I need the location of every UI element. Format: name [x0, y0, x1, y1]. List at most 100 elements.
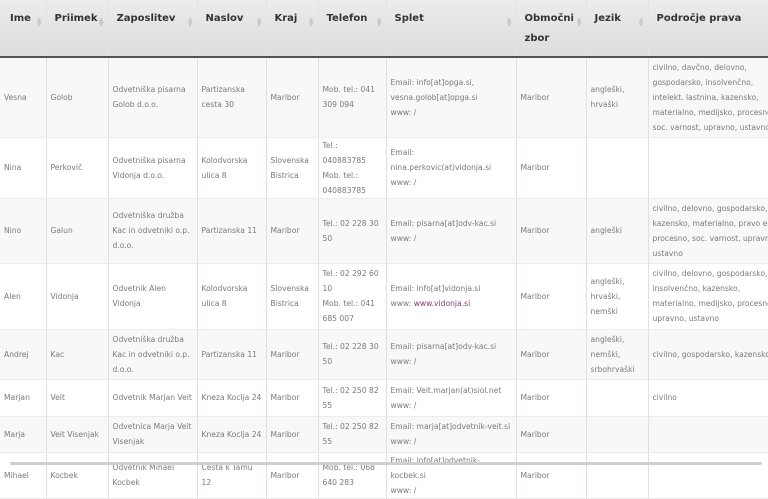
- sort-icon[interactable]: ▲▼: [507, 17, 512, 27]
- cell-obmocni-zbor: Maribor: [516, 379, 586, 416]
- column-header-label: Zaposlitev: [117, 13, 176, 24]
- column-header-zaposlitev[interactable]: Zaposlitev ▲▼: [108, 0, 197, 57]
- cell-zaposlitev-text: Odvetniška družba Kac in odvetniki o.p. …: [113, 211, 190, 250]
- cell-zaposlitev-text: Odvetniška pisarna Vidonja d.o.o.: [113, 156, 186, 180]
- cell-kraj: Slovenska Bistrica: [266, 263, 318, 329]
- cell-zaposlitev: Odvetniška družba Kac in odvetniki o.p. …: [108, 329, 197, 379]
- email-text: Email: pisarna[at]odv-kac.si: [391, 339, 512, 354]
- column-header-obmocni-zbor[interactable]: Območni zbor▲▼: [516, 0, 586, 57]
- cell-ime: Nina: [0, 137, 46, 198]
- phone-text: Tel.: 02 228 30 50: [323, 216, 382, 246]
- cell-obmocni-zbor-text: Maribor: [521, 393, 550, 402]
- sort-icon[interactable]: ▲▼: [577, 17, 582, 27]
- cell-splet: Email: info[at]opga.si, vesna.golob[at]o…: [386, 57, 516, 137]
- cell-zaposlitev: Odvetniška družba Kac in odvetniki o.p. …: [108, 198, 197, 263]
- cell-ime: Marja: [0, 416, 46, 452]
- cell-kraj-text: Maribor: [271, 393, 300, 402]
- cell-kraj-text: Maribor: [271, 471, 300, 480]
- cell-priimek: Vidonja: [46, 263, 108, 329]
- sort-icon[interactable]: ▲▼: [309, 17, 314, 27]
- cell-naslov: Kolodvorska ulica 8: [197, 263, 266, 329]
- cell-naslov: Partizanska cesta 30: [197, 57, 266, 137]
- column-header-label: Kraj: [275, 13, 298, 24]
- website-link[interactable]: www.vidonja.si: [414, 299, 470, 308]
- cell-telefon: Tel.: 02 250 82 55: [318, 379, 386, 416]
- cell-jezik: [586, 452, 648, 498]
- column-header-kraj[interactable]: Kraj ▲▼: [266, 0, 318, 57]
- cell-ime-text: Marjan: [4, 393, 30, 402]
- cell-priimek: Kocbek: [46, 452, 108, 498]
- table-row: Nina Perkovič Odvetniška pisarna Vidonja d…: [0, 137, 768, 198]
- cell-ime-text: Alen: [4, 292, 21, 301]
- cell-kraj: Maribor: [266, 416, 318, 452]
- sort-icon[interactable]: ▲▼: [37, 17, 42, 27]
- column-header-splet[interactable]: Splet ▲▼: [386, 0, 516, 57]
- cell-obmocni-zbor: Maribor: [516, 452, 586, 498]
- cell-obmocni-zbor-text: Maribor: [521, 430, 550, 439]
- cell-naslov-text: Partizanska 11: [202, 226, 258, 235]
- column-header-telefon[interactable]: Telefon▲▼: [318, 0, 386, 57]
- cell-ime-text: Nino: [4, 226, 21, 235]
- table-row: Marja Veit Visenjak Odvetnica Marja Veit V…: [0, 416, 768, 452]
- email-text: Email: info[at]odvetnik-kocbek.si: [391, 453, 512, 483]
- cell-zaposlitev: Odvetnica Marja Veit Visenjak: [108, 416, 197, 452]
- cell-jezik: angleški: [586, 198, 648, 263]
- phone-text: Tel.: 02 292 60 10: [323, 266, 382, 296]
- cell-podrocje-prava: civilno, delovno, gospodarsko, kazensko,…: [648, 198, 768, 263]
- cell-podrocje-prava: [648, 137, 768, 198]
- cell-ime-text: Vesna: [4, 93, 27, 102]
- cell-obmocni-zbor-text: Maribor: [521, 163, 550, 172]
- column-header-label: Ime: [10, 13, 31, 24]
- column-header-priimek[interactable]: Priimek▲▼: [46, 0, 108, 57]
- cell-telefon: Mob. tel.: 068 640 283: [318, 452, 386, 498]
- cell-ime: Alen: [0, 263, 46, 329]
- cell-ime: Mihael: [0, 452, 46, 498]
- cell-obmocni-zbor: Maribor: [516, 263, 586, 329]
- sort-icon[interactable]: ▲▼: [257, 17, 262, 27]
- column-header-naslov[interactable]: Naslov▲▼: [197, 0, 266, 57]
- cell-priimek-text: Veit Visenjak: [51, 430, 100, 439]
- cell-obmocni-zbor: Maribor: [516, 137, 586, 198]
- cell-obmocni-zbor-text: Maribor: [521, 350, 550, 359]
- cell-podrocje-prava: civilno, davčno, delovno, gospodarsko, i…: [648, 57, 768, 137]
- cell-priimek-text: Golob: [51, 93, 73, 102]
- cell-kraj-text: Maribor: [271, 430, 300, 439]
- sort-icon[interactable]: ▲▼: [377, 17, 382, 27]
- cell-podrocje-prava: [648, 452, 768, 498]
- sort-icon[interactable]: ▲▼: [99, 17, 104, 27]
- cell-priimek-text: Kocbek: [51, 471, 78, 480]
- cell-podrocje-prava-text: civilno, davčno, delovno, gospodarsko, i…: [653, 63, 768, 132]
- cell-telefon: Mob. tel.: 041 309 094: [318, 57, 386, 137]
- cell-priimek-text: Kac: [51, 350, 65, 359]
- cell-ime: Andrej: [0, 329, 46, 379]
- column-header-jezik[interactable]: Jezik ▲▼: [586, 0, 648, 57]
- cell-podrocje-prava: civilno: [648, 379, 768, 416]
- cell-zaposlitev: Odvetnik Mihael Kocbek: [108, 452, 197, 498]
- cell-podrocje-prava: civilno, delovno, gospodarsko, insolvenč…: [648, 263, 768, 329]
- www-label: www:: [391, 299, 414, 308]
- cell-priimek-text: Perkovič: [51, 163, 83, 172]
- www-label: www: /: [391, 234, 417, 243]
- column-header-label: Jezik: [595, 13, 621, 24]
- cell-jezik: angleški, hrvaški, nemški: [586, 263, 648, 329]
- cell-ime: Marjan: [0, 379, 46, 416]
- column-header-podrocje-prava[interactable]: Področje prava▲▼: [648, 0, 768, 57]
- column-header-label: Splet: [395, 13, 424, 24]
- cell-naslov: Cesta k Tamu 12: [197, 452, 266, 498]
- sort-icon[interactable]: ▲▼: [639, 17, 644, 27]
- cell-ime-text: Andrej: [4, 350, 29, 359]
- cell-obmocni-zbor-text: Maribor: [521, 471, 550, 480]
- cell-podrocje-prava-text: civilno: [653, 393, 677, 402]
- sort-icon[interactable]: ▲▼: [188, 17, 193, 27]
- cell-obmocni-zbor: Maribor: [516, 329, 586, 379]
- column-header-ime[interactable]: Ime ▲▼: [0, 0, 46, 57]
